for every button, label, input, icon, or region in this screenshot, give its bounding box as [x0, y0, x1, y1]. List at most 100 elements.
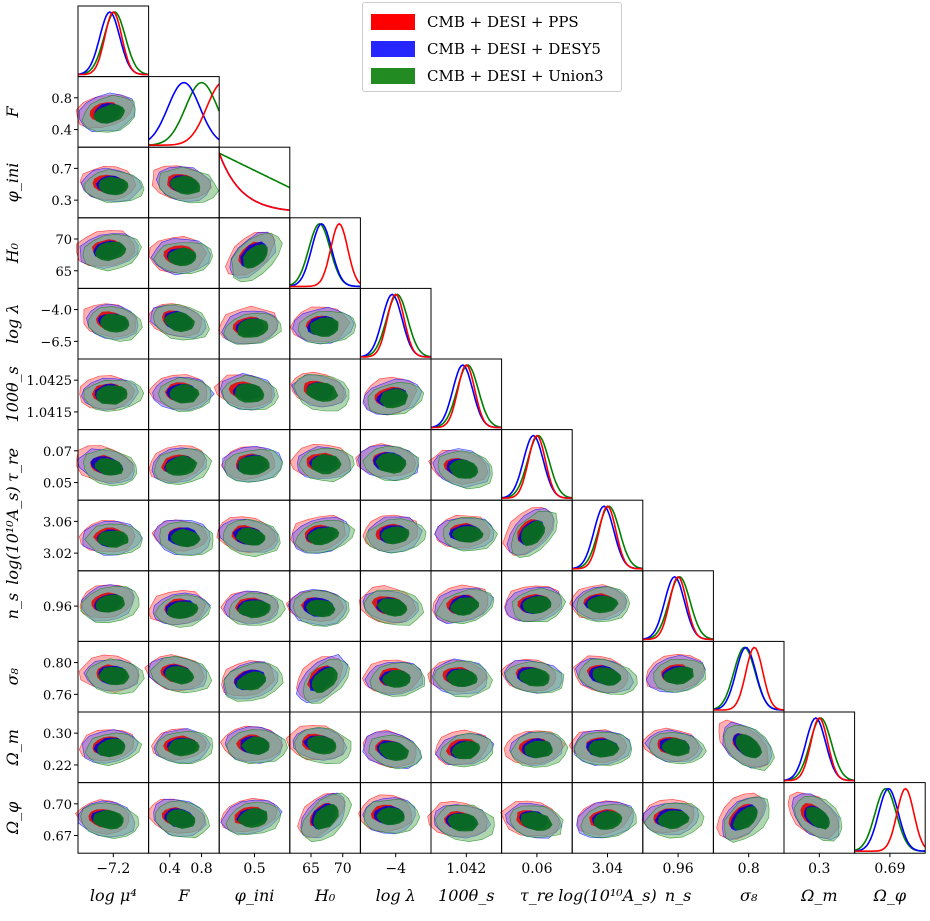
contour-inner-11-10-s2	[806, 806, 830, 830]
panel-4-1	[148, 287, 220, 360]
contour-inner-10-5-s2	[451, 741, 481, 760]
panel-7-3	[289, 499, 361, 572]
yaxis-label-9: σ₈	[3, 667, 22, 685]
legend-entry-pps: CMB + DESI + PPS	[371, 11, 579, 33]
marginal-curve-10-s1	[783, 717, 855, 782]
panel-10-9	[712, 711, 785, 784]
panel-6-6	[501, 429, 573, 501]
marginal-curve-9-s1	[713, 646, 785, 711]
panel-1-1	[148, 76, 220, 148]
xaxis-label-1: F	[177, 886, 190, 905]
ytick-label-11-0: 0.70	[43, 798, 72, 813]
panel-9-7	[571, 640, 644, 713]
contour-inner-7-5-s2	[451, 526, 484, 543]
ytick-label-7-1: 3.02	[43, 547, 72, 562]
ytick-label-5-0: 1.0425	[27, 374, 73, 389]
panel-8-2	[218, 570, 291, 642]
panel-8-7	[569, 570, 644, 642]
xaxis-label-4: log λ	[376, 886, 416, 905]
xtick-label-3-0: 65	[302, 861, 320, 877]
panel-0-0	[77, 5, 150, 78]
contour-inner-7-2-s2	[235, 527, 266, 546]
xaxis-label-0: log μ⁴	[90, 886, 137, 905]
marginal-curve-7-s0	[572, 505, 643, 570]
xtick-label-3-1: 70	[334, 861, 352, 877]
panel-10-2	[218, 711, 291, 784]
contour-inner-11-0-s2	[93, 809, 124, 830]
contour-inner-2-0-s2	[98, 176, 129, 196]
contour-inner-3-2-s2	[243, 244, 268, 269]
contour-inner-9-3-s2	[311, 666, 338, 693]
panel-5-1	[148, 358, 220, 431]
panel-6-2	[218, 429, 291, 501]
panel-11-11: 0.69 Ω_φ	[854, 782, 926, 905]
marginal-curve-3-s0	[289, 222, 361, 288]
xtick-label-1-1: 0.8	[190, 861, 212, 877]
ytick-label-9-1: 0.76	[43, 688, 72, 703]
contour-inner-7-3-s2	[307, 526, 340, 546]
xtick-label-7-0: 3.04	[592, 861, 623, 877]
marginal-curve-1-s1	[148, 81, 220, 141]
xtick-label-2-0: 0.5	[243, 861, 265, 877]
panel-10-7	[568, 711, 644, 784]
ytick-label-3-0: 70	[55, 233, 72, 248]
panel-2-1	[148, 146, 220, 219]
panel-6-4	[355, 429, 432, 501]
panel-7-1	[148, 499, 220, 572]
panel-11-10: 0.3 Ω_m	[783, 782, 856, 905]
contour-inner-8-6-s2	[522, 595, 552, 614]
yaxis-label-11: Ω_φ	[3, 801, 22, 835]
contour-inner-7-6-s2	[521, 520, 546, 547]
contour-inner-8-0-s2	[96, 594, 125, 613]
ytick-label-10-1: 0.22	[43, 759, 72, 774]
legend-label-desy5: CMB + DESI + DESY5	[427, 40, 601, 58]
xtick-label-0-0: −7.2	[96, 861, 130, 877]
xaxis-label-8: n_s	[665, 886, 692, 905]
marginal-curve-9-s2	[713, 646, 784, 711]
contour-inner-11-6-s2	[520, 811, 553, 831]
yaxis-label-5: 100θ_s	[3, 366, 22, 422]
marginal-curve-1-s0	[148, 83, 220, 146]
marginal-curve-2-s2	[218, 152, 291, 189]
ytick-label-2-1: 0.3	[51, 194, 72, 209]
xaxis-label-10: Ω_m	[800, 886, 837, 905]
panel-11-8: 0.96 n_s	[641, 782, 714, 905]
panel-5-4	[359, 358, 432, 431]
panel-10-8	[641, 711, 714, 784]
contour-inner-6-0-s2	[94, 458, 124, 476]
panel-5-0: 1.0425 1.0415 100θ_s	[3, 358, 150, 431]
legend-label-union3: CMB + DESI + Union3	[427, 67, 604, 85]
marginal-curve-11-s0	[854, 787, 926, 852]
panel-1-0: 0.8 0.4 F	[3, 76, 150, 148]
xtick-label-8-0: 0.96	[663, 861, 694, 877]
contour-inner-8-3-s2	[305, 599, 336, 618]
panel-11-9: 0.8 σ₈	[712, 782, 785, 905]
panel-10-10	[783, 711, 856, 784]
legend-entry-desy5: CMB + DESI + DESY5	[371, 38, 601, 60]
yaxis-label-3: H₀	[3, 242, 22, 264]
contour-inner-10-8-s2	[661, 737, 690, 757]
ytick-label-6-0: 0.07	[43, 445, 72, 460]
panel-9-8	[642, 640, 714, 713]
marginal-curve-11-s1	[854, 787, 926, 852]
ytick-label-1-1: 0.4	[51, 124, 72, 139]
panel-11-2: 0.5 φ_ini	[218, 782, 291, 905]
marginal-curve-8-s1	[642, 575, 714, 641]
panel-10-4	[359, 711, 432, 784]
panel-6-0: 0.07 0.05 τ_re	[3, 429, 150, 501]
contour-inner-3-0-s2	[94, 241, 127, 262]
panel-9-2	[218, 640, 291, 713]
panel-5-2	[213, 358, 291, 431]
xtick-label-11-0: 0.69	[874, 861, 905, 877]
panel-11-0: −7.2 log μ⁴ 0.70 0.67 Ω_φ	[3, 782, 150, 905]
panel-10-3	[285, 711, 361, 784]
panel-3-0: 70 65 H₀	[3, 217, 150, 289]
ytick-label-9-0: 0.80	[43, 657, 72, 672]
contour-inner-11-2-s2	[237, 808, 268, 828]
panel-7-4	[359, 499, 432, 572]
panel-3-3	[289, 217, 361, 289]
contour-inner-6-3-s2	[311, 453, 342, 475]
marginal-curve-2-s0	[218, 152, 290, 211]
contour-inner-2-1-s2	[169, 175, 201, 195]
panel-3-2	[218, 217, 291, 289]
